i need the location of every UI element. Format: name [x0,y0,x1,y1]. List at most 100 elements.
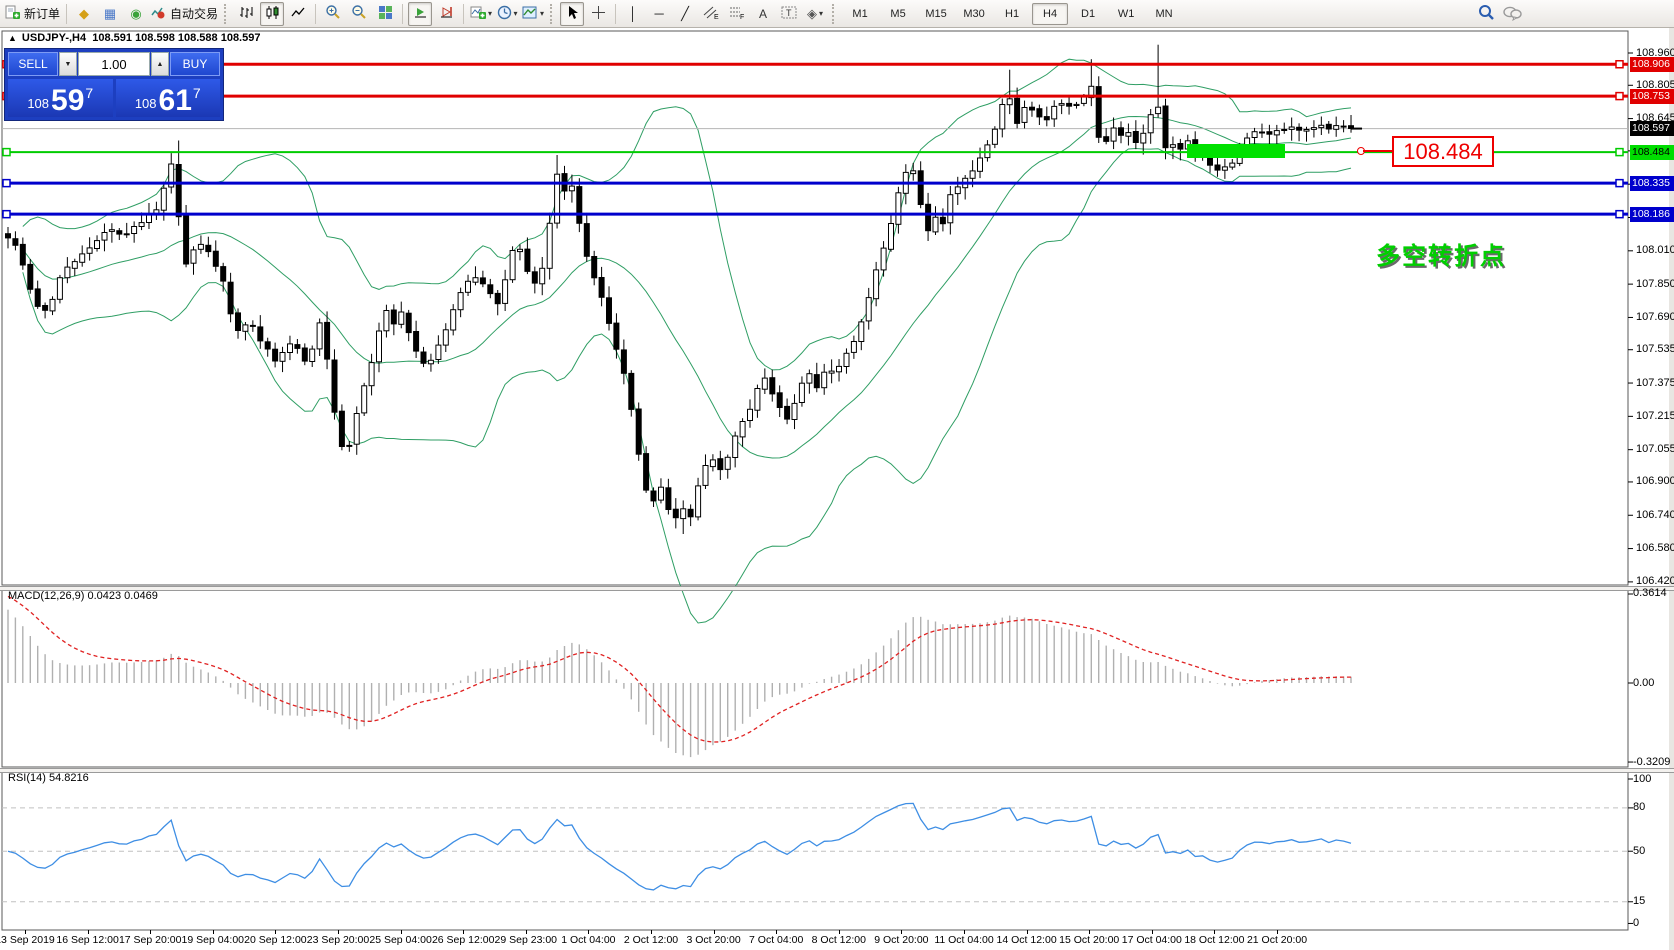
time-axis-tick [964,930,965,934]
signals-button[interactable]: ◉ [124,2,148,26]
horizontal-line-button[interactable]: ─ [647,2,671,26]
text-label-button[interactable]: T [777,2,801,26]
chat-button[interactable] [1500,2,1524,26]
shapes-button[interactable]: ◈ ▾ [803,2,827,26]
line-handle [1615,147,1624,157]
price-axis-tick: 106.420 [1636,575,1674,588]
timeframe-button-h1[interactable]: H1 [1005,7,1020,20]
zoom-in-button[interactable] [321,2,345,26]
pane-splitter-rsi[interactable] [0,768,1674,773]
price-axis-tick: 107.850 [1636,277,1674,290]
rsi-axis-tick: 50 [1633,844,1646,857]
buy-button[interactable]: BUY [170,52,220,76]
timeframe-button-w1[interactable]: W1 [1117,7,1135,20]
time-axis-tick [1214,930,1216,934]
bollinger-middle-band [22,115,1352,459]
toolbar-grip [224,3,229,24]
timeframe-button-m1[interactable]: M1 [852,7,868,20]
time-axis-label: 11 Oct 04:00 [934,934,994,946]
timeframe-button-d1[interactable]: D1 [1081,7,1096,20]
rsi-axis-tick: 80 [1633,801,1646,814]
price-marker-108.186: 108.186 [1630,206,1674,222]
time-axis-label: 20 Sep 12:00 [244,934,307,946]
text-button[interactable]: A [751,2,775,26]
toolbar-separator [615,3,617,24]
price-marker-108.597: 108.597 [1630,121,1674,137]
time-axis-label: 17 Sep 20:00 [118,934,182,946]
volume-increase-button[interactable]: ▲ [151,52,169,76]
candlestick-chart-button[interactable] [260,1,285,26]
bar-chart-button[interactable] [234,2,258,26]
chevron-down-icon: ▾ [540,9,545,18]
trendline-button[interactable]: ╱ [673,2,697,26]
fibonacci-button[interactable]: F [725,2,749,26]
time-axis-tick [588,930,590,934]
time-axis-tick [212,930,214,934]
channel-button[interactable]: E [699,2,723,26]
autotrade-button[interactable]: 自动交易 [150,2,219,26]
timeframe-button-m5[interactable]: M5 [890,7,906,20]
time-axis-label: 2 Oct 12:00 [623,934,679,946]
line-chart-button[interactable] [286,2,310,26]
line-handle [2,178,11,188]
volume-decrease-button[interactable]: ▼ [59,52,77,76]
time-axis-tick [1089,930,1091,934]
ohlc-values: 108.591 108.598 108.588 108.597 [92,32,261,44]
macd-axis-tick: -0.3209 [1633,755,1671,768]
profiles-button[interactable]: ▦ [98,2,122,26]
template-icon [522,5,538,23]
time-axis-label: 15 Oct 20:00 [1059,934,1120,946]
price-marker-108.753: 108.753 [1630,88,1674,104]
time-axis-tick [463,930,465,934]
periods-clock-icon [497,5,512,23]
rsi-indicator-label: RSI(14) 54.8216 [8,772,89,784]
templates-button[interactable]: ▾ [521,2,545,26]
candles-group [5,44,1354,534]
pane-splitter-macd[interactable] [0,586,1674,591]
timeframe-button-h4[interactable]: H4 [1032,2,1069,25]
timeframe-button-m15[interactable]: M15 [925,7,947,20]
time-axis-tick [713,930,715,934]
vertical-line-button[interactable]: │ [621,2,645,26]
search-button[interactable] [1474,2,1498,26]
text-icon: A [759,6,768,21]
line-handle [2,209,11,219]
volume-input[interactable] [78,52,150,76]
price-axis-tick: 107.215 [1636,409,1674,422]
buy-price-tile[interactable]: 108 61 7 [115,79,220,117]
timeframe-button-m30[interactable]: M30 [963,7,985,20]
add-indicator-icon [470,5,487,23]
sell-button[interactable]: SELL [8,52,58,76]
vline-icon: │ [629,6,638,21]
time-axis-label: 3 Oct 20:00 [686,934,741,946]
cursor-button[interactable] [560,1,585,26]
auto-scroll-button[interactable] [408,1,433,26]
time-axis-label: 18 Oct 12:00 [1184,934,1245,946]
highlight-rectangle [1187,144,1285,158]
zoom-out-button[interactable] [347,2,371,26]
tile-windows-button[interactable] [373,2,397,26]
crosshair-icon [591,5,606,23]
add-indicator-button[interactable]: ▾ [469,2,493,26]
rsi-line [7,802,1352,891]
collapse-panel-arrow-icon[interactable]: ▲ [8,33,17,43]
time-axis-label: 17 Oct 04:00 [1121,934,1182,946]
time-axis-tick [400,930,402,934]
timeframe-button-mn[interactable]: MN [1155,7,1173,20]
price-axis-tick: 107.375 [1636,376,1674,389]
sell-price-tile[interactable]: 108 59 7 [8,79,113,117]
time-axis-tick [150,930,152,934]
toolbar-right-group [1473,2,1525,26]
trendline-icon: ╱ [681,6,689,21]
periods-button[interactable]: ▾ [495,2,519,26]
chevron-down-icon: ▾ [513,9,518,18]
market-watch-button[interactable]: ◆ [72,2,96,26]
rsi-axis-tick: 0 [1633,916,1640,929]
new-order-button[interactable]: 新订单 [4,2,61,26]
time-axis-label: 26 Sep 12:00 [431,934,495,946]
price-axis-tick: 107.535 [1636,343,1674,356]
chart-shift-button[interactable] [434,2,458,26]
crosshair-button[interactable] [586,2,610,26]
